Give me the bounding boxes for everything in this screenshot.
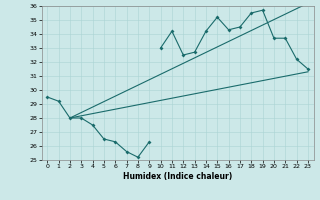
X-axis label: Humidex (Indice chaleur): Humidex (Indice chaleur) <box>123 172 232 181</box>
